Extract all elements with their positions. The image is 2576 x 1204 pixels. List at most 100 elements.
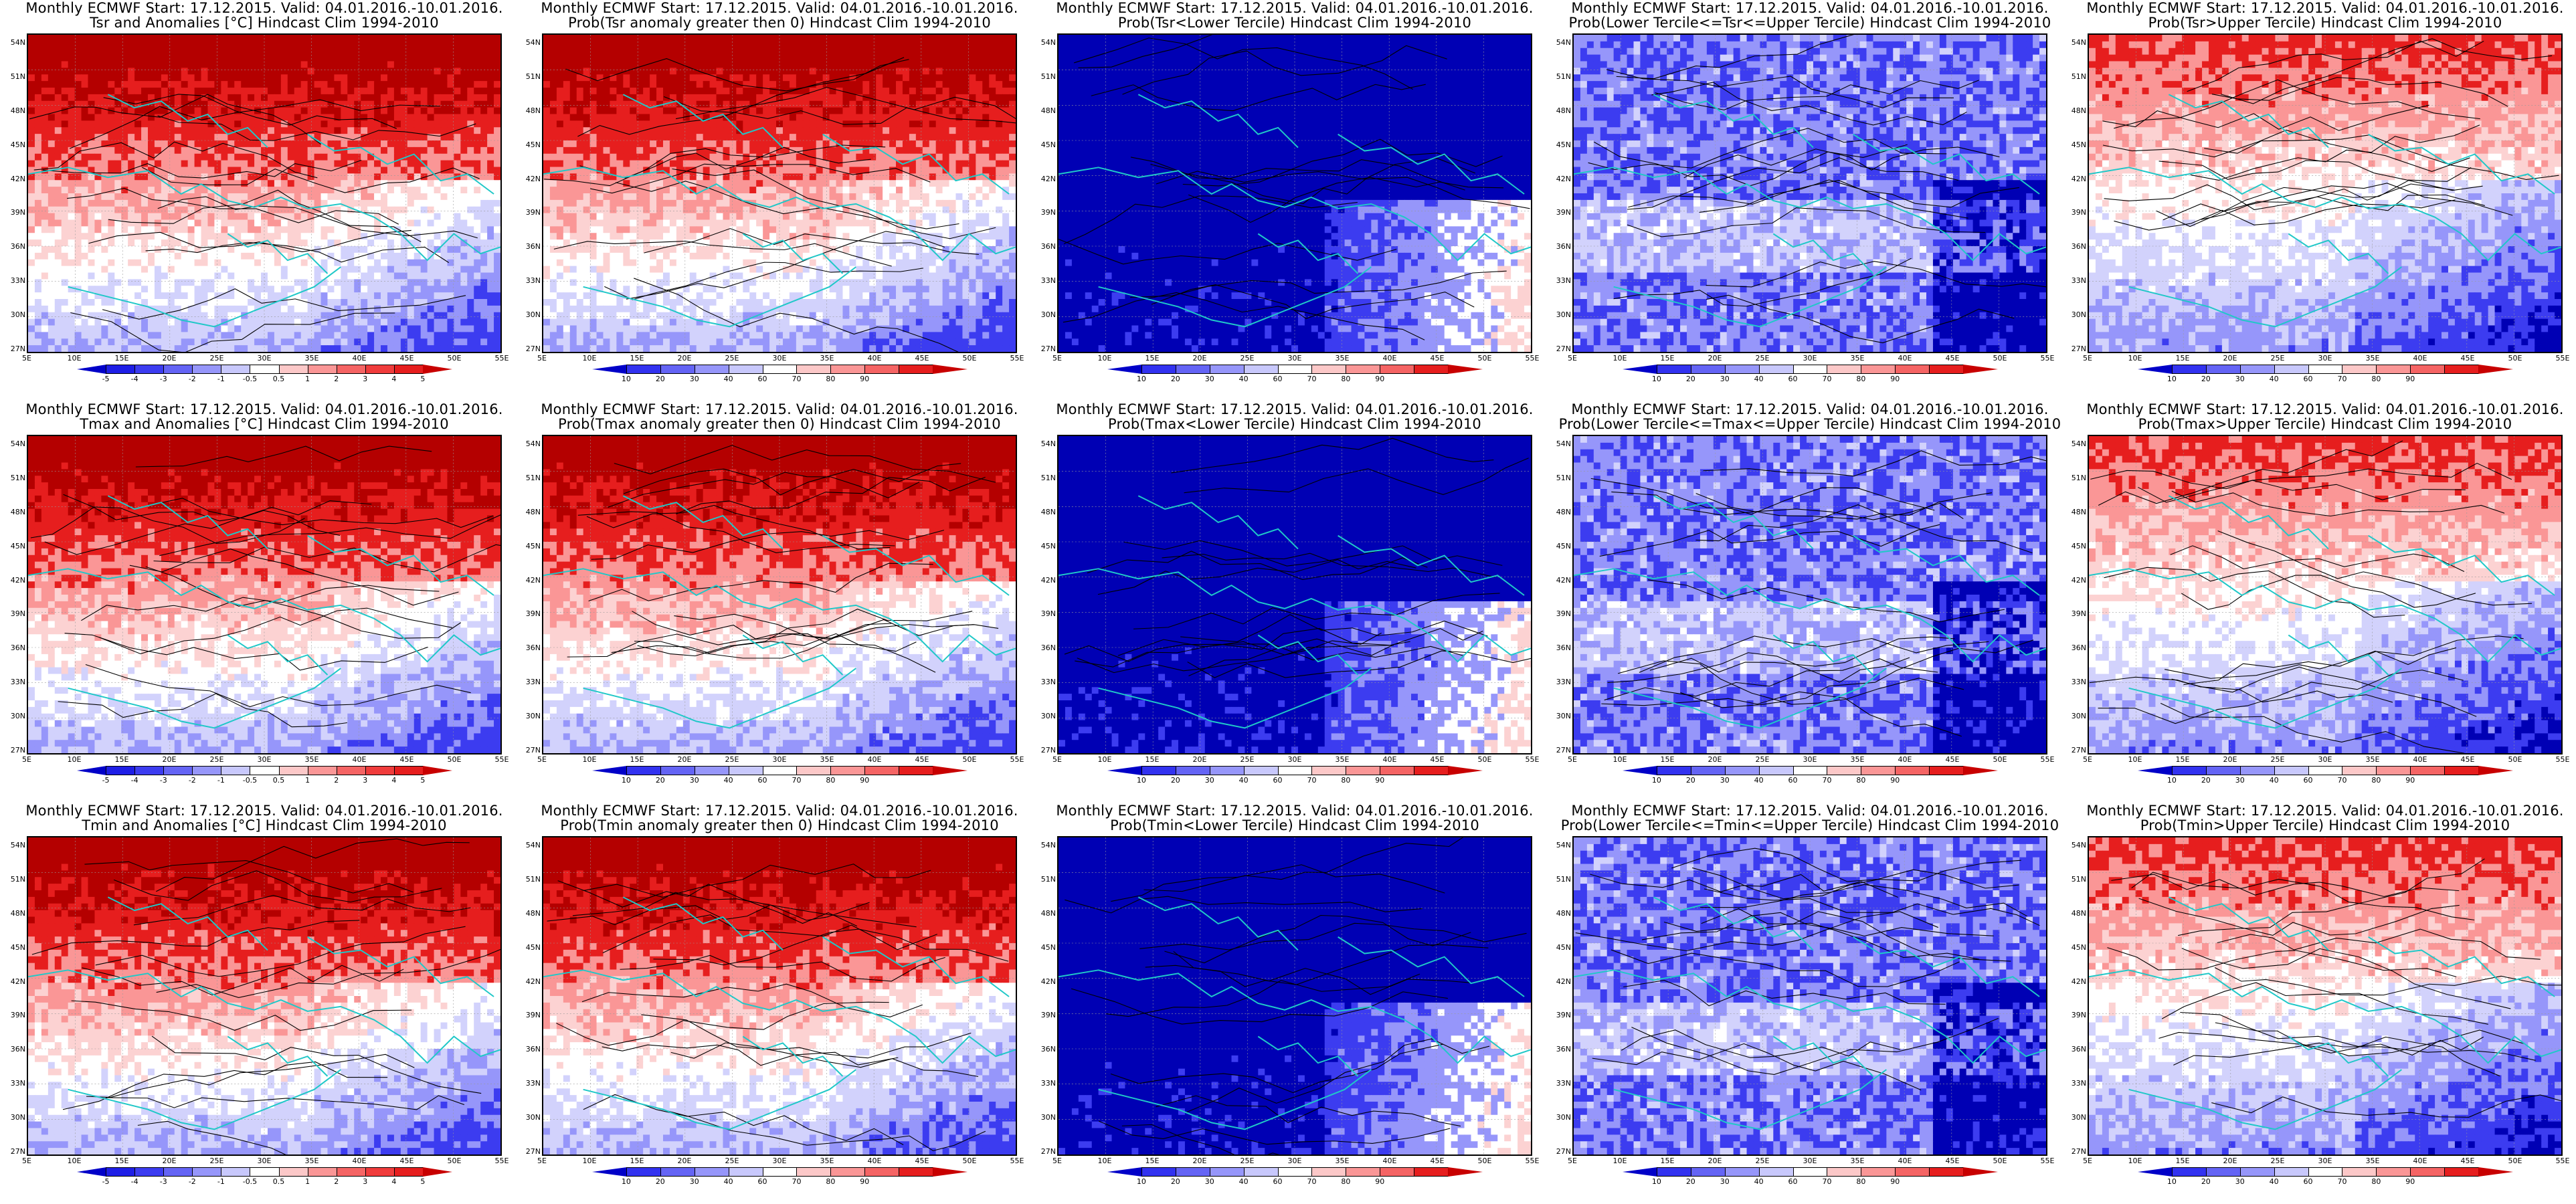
contour-line	[153, 544, 500, 573]
colorbar-tick-label: -1	[207, 777, 234, 785]
lat-tick-label: 39N	[2066, 1011, 2086, 1019]
lon-tick-label: 5E	[2074, 756, 2101, 763]
coastline	[1257, 1035, 1359, 1077]
colorbar-swatch	[1414, 1167, 1449, 1177]
panel-title-line2: Prob(Tmax anomaly greater then 0) Hindca…	[522, 416, 1037, 432]
colorbar-tick-label: 90	[1366, 777, 1393, 785]
contour-line	[98, 607, 453, 655]
colorbar-swatch	[796, 1167, 832, 1177]
colorbar-swatch	[1448, 365, 1483, 374]
contour-line	[1059, 239, 1397, 265]
colorbar-tick-label: -5	[92, 375, 119, 383]
coastline	[622, 896, 784, 951]
lon-tick-label: 5E	[13, 1157, 40, 1165]
coastline	[1338, 133, 1525, 195]
contour-line	[2173, 1042, 2536, 1066]
lon-tick-label: 20E	[1701, 355, 1728, 362]
colorbar-tick-label: -3	[150, 777, 177, 785]
lat-tick-label: 33N	[1036, 277, 1056, 284]
lon-tick-label: 40E	[346, 756, 373, 763]
map-field	[1059, 837, 1531, 1155]
lon-tick-label: 25E	[719, 355, 745, 362]
colorbar-tick-label: 3	[352, 1178, 379, 1186]
colorbar-swatch	[1929, 1167, 1964, 1177]
coastline	[227, 1035, 329, 1077]
coastline	[2128, 266, 2402, 328]
lat-tick-label: 33N	[1551, 678, 1571, 686]
contour-line	[33, 141, 318, 179]
lat-tick-label: 33N	[521, 1080, 541, 1087]
contour-line	[1701, 908, 2011, 962]
map-plot-area	[542, 836, 1017, 1156]
colorbar-swatch	[192, 1167, 222, 1177]
lat-tick-label: 48N	[5, 107, 25, 114]
colorbar-swatch	[192, 766, 222, 775]
map-plot-area	[1572, 33, 2047, 353]
colorbar-tick-label: -0.5	[236, 777, 263, 785]
lat-tick-label: 54N	[1551, 841, 1571, 849]
colorbar-tick-label: 60	[1265, 777, 1291, 785]
contour-line	[1695, 504, 2033, 554]
colorbar-swatch	[1414, 365, 1449, 374]
colorbar-swatch	[278, 1167, 308, 1177]
lat-tick-label: 30N	[5, 311, 25, 318]
contour-line	[2215, 1022, 2500, 1077]
contour-line	[1706, 261, 2046, 288]
contour-line	[556, 1001, 889, 1046]
lat-tick-label: 30N	[1551, 1114, 1571, 1121]
contour-line	[2171, 490, 2505, 517]
colorbar-swatch	[1380, 766, 1415, 775]
contour-line	[572, 892, 917, 928]
contour-line	[608, 472, 920, 508]
colorbar-swatch	[626, 1167, 661, 1177]
colorbar-swatch	[1792, 766, 1828, 775]
colorbar-tick-label: 60	[1780, 1178, 1807, 1186]
colorbar-swatch	[250, 1167, 280, 1177]
lon-tick-label: 20E	[671, 1157, 698, 1165]
forecast-panel: Monthly ECMWF Start: 17.12.2015. Valid: …	[522, 401, 1037, 803]
colorbar-swatch	[163, 766, 193, 775]
contour-line	[1156, 1095, 1461, 1127]
contour-line	[1699, 179, 2019, 213]
coastline	[307, 133, 494, 195]
colorbar-swatch	[1346, 766, 1381, 775]
colorbar-swatch	[1277, 766, 1313, 775]
colorbar-tick-label: 90	[2397, 777, 2423, 785]
colorbar-tick-label: 30	[2227, 375, 2253, 383]
contour-line	[1117, 639, 1464, 661]
colorbar	[592, 365, 968, 374]
colorbar-swatch	[163, 1167, 193, 1177]
contour-line	[672, 168, 996, 239]
panel-title-line2: Tsr and Anomalies [°C] Hindcast Clim 199…	[7, 15, 522, 31]
contour-line	[108, 189, 422, 242]
colorbar-tick-label: 80	[1332, 1178, 1359, 1186]
lon-tick-label: 10E	[1606, 355, 1633, 362]
lon-tick-label: 20E	[1701, 1157, 1728, 1165]
lat-tick-label: 54N	[1551, 39, 1571, 46]
lat-tick-label: 42N	[1551, 577, 1571, 584]
lat-tick-label: 42N	[2066, 978, 2086, 985]
lat-tick-label: 36N	[521, 644, 541, 651]
colorbar-tick-label: 30	[1196, 1178, 1223, 1186]
lat-tick-label: 54N	[2066, 841, 2086, 849]
lon-tick-label: 35E	[1844, 756, 1871, 763]
lat-tick-label: 54N	[1036, 841, 1056, 849]
lat-tick-label: 51N	[1551, 876, 1571, 883]
colorbar-swatch	[1107, 1167, 1142, 1177]
colorbar-tick-label: 70	[783, 777, 810, 785]
contour-line	[157, 196, 478, 239]
map-plot-area	[1057, 33, 1532, 353]
lon-tick-label: 10E	[61, 1157, 88, 1165]
map-field	[2089, 35, 2561, 352]
lon-tick-label: 10E	[576, 1157, 603, 1165]
lon-tick-label: 20E	[156, 1157, 183, 1165]
lon-tick-label: 45E	[393, 756, 420, 763]
colorbar-tick-label: 90	[851, 375, 878, 383]
lat-tick-label: 54N	[1036, 440, 1056, 447]
contour-line	[1606, 69, 1954, 108]
contour-line	[1150, 157, 1476, 204]
colorbar-swatch	[2239, 1167, 2275, 1177]
colorbar-swatch	[336, 1167, 366, 1177]
lon-tick-label: 25E	[203, 355, 230, 362]
colorbar-swatch	[1724, 1167, 1760, 1177]
